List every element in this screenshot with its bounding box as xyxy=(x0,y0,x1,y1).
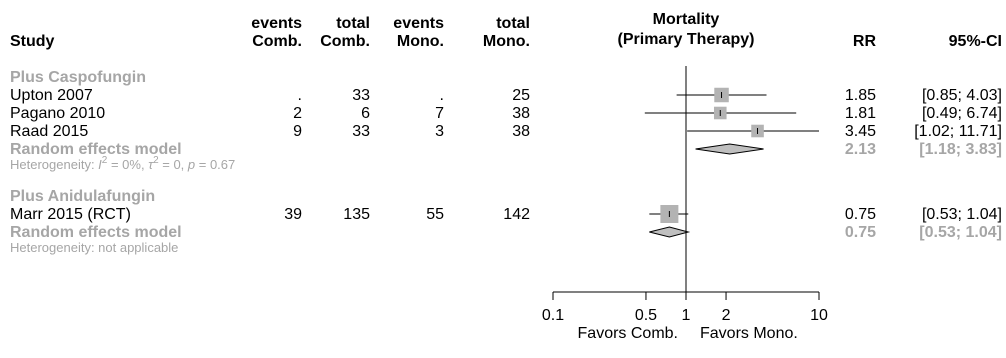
heterogeneity-part: 2 xyxy=(153,155,159,166)
pooled-label: Random effects model xyxy=(10,224,182,241)
events-mono-cell: 55 xyxy=(426,206,444,223)
heterogeneity-part: I xyxy=(98,157,102,172)
header-total-comb-line2: Comb. xyxy=(320,33,370,50)
study-name: Marr 2015 (RCT) xyxy=(10,206,131,223)
events-comb-cell: 9 xyxy=(293,123,302,140)
rr-value: 1.81 xyxy=(845,105,876,122)
header-row: Study events Comb. total Comb. events Mo… xyxy=(10,11,1002,50)
pooled-diamond xyxy=(695,143,764,155)
x-tick-label: 10 xyxy=(810,307,828,324)
heterogeneity-part: Heterogeneity: xyxy=(10,157,98,172)
total-mono-cell: 142 xyxy=(503,206,530,223)
total-mono-cell: 38 xyxy=(512,105,530,122)
heterogeneity-part: 2 xyxy=(102,155,108,166)
heterogeneity-part: = 0%, xyxy=(107,157,148,172)
events-mono-cell: . xyxy=(440,87,444,104)
header-total-mono-line1: total xyxy=(496,15,530,32)
favors-comb-label: Favors Comb. xyxy=(578,325,678,342)
study-name: Upton 2007 xyxy=(10,87,93,104)
events-comb-cell: 2 xyxy=(293,105,302,122)
ci-value: [0.53; 1.04] xyxy=(922,206,1002,223)
header-total-mono-line2: Mono. xyxy=(483,33,530,50)
heterogeneity-part: τ xyxy=(148,157,154,172)
events-comb-cell: 39 xyxy=(284,206,302,223)
plot-marks xyxy=(644,66,819,292)
total-comb-cell: 33 xyxy=(352,87,370,104)
x-tick-label: 2 xyxy=(722,307,731,324)
pooled-diamond xyxy=(649,226,691,238)
x-tick-label: 1 xyxy=(682,307,691,324)
heterogeneity-part: p xyxy=(187,157,195,172)
heterogeneity-text: Heterogeneity: not applicable xyxy=(10,240,178,255)
total-comb-cell: 6 xyxy=(361,105,370,122)
pooled-ci-value: [1.18; 3.83] xyxy=(919,141,1002,158)
events-mono-cell: 7 xyxy=(435,105,444,122)
events-comb-cell: . xyxy=(298,87,302,104)
pooled-label: Random effects model xyxy=(10,141,182,158)
header-events-mono-line2: Mono. xyxy=(397,33,444,50)
rr-value: 0.75 xyxy=(845,206,876,223)
x-tick-label: 0.5 xyxy=(635,307,657,324)
x-axis: 0.1 0.5 1 2 10 Favors Comb. Favors Mono. xyxy=(542,291,828,342)
rr-value: 3.45 xyxy=(845,123,876,140)
ci-value: [1.02; 11.71] xyxy=(914,123,1002,140)
heterogeneity-text: Heterogeneity: I2 = 0%, τ2 = 0, p = 0.67 xyxy=(10,155,235,172)
pooled-rr-value: 2.13 xyxy=(845,141,876,158)
pooled-rr-value: 0.75 xyxy=(845,224,876,241)
header-events-comb-line2: Comb. xyxy=(252,33,302,50)
heterogeneity-part: Heterogeneity: not applicable xyxy=(10,240,178,255)
ci-value: [0.85; 4.03] xyxy=(922,87,1002,104)
study-name: Pagano 2010 xyxy=(10,105,105,122)
header-plot-line2: (Primary Therapy) xyxy=(618,31,755,48)
study-name: Raad 2015 xyxy=(10,123,88,140)
header-events-mono-line1: events xyxy=(393,15,444,32)
heterogeneity-part: = 0, xyxy=(159,157,188,172)
header-total-comb-line1: total xyxy=(336,15,370,32)
group-label: Plus Anidulafungin xyxy=(10,188,155,205)
ci-value: [0.49; 6.74] xyxy=(922,105,1002,122)
heterogeneity-part: = 0.67 xyxy=(195,157,235,172)
rr-value: 1.85 xyxy=(845,87,876,104)
header-rr: RR xyxy=(853,33,877,50)
total-comb-cell: 33 xyxy=(352,123,370,140)
group-label: Plus Caspofungin xyxy=(10,69,146,86)
favors-mono-label: Favors Mono. xyxy=(700,325,798,342)
header-study: Study xyxy=(10,33,55,50)
header-events-comb-line1: events xyxy=(251,15,302,32)
total-mono-cell: 38 xyxy=(512,123,530,140)
pooled-ci-value: [0.53; 1.04] xyxy=(919,224,1002,241)
header-ci: 95%-CI xyxy=(949,33,1002,50)
x-tick-label: 0.1 xyxy=(542,307,564,324)
total-mono-cell: 25 xyxy=(512,87,530,104)
events-mono-cell: 3 xyxy=(435,123,444,140)
header-plot-line1: Mortality xyxy=(653,11,720,28)
total-comb-cell: 135 xyxy=(343,206,370,223)
